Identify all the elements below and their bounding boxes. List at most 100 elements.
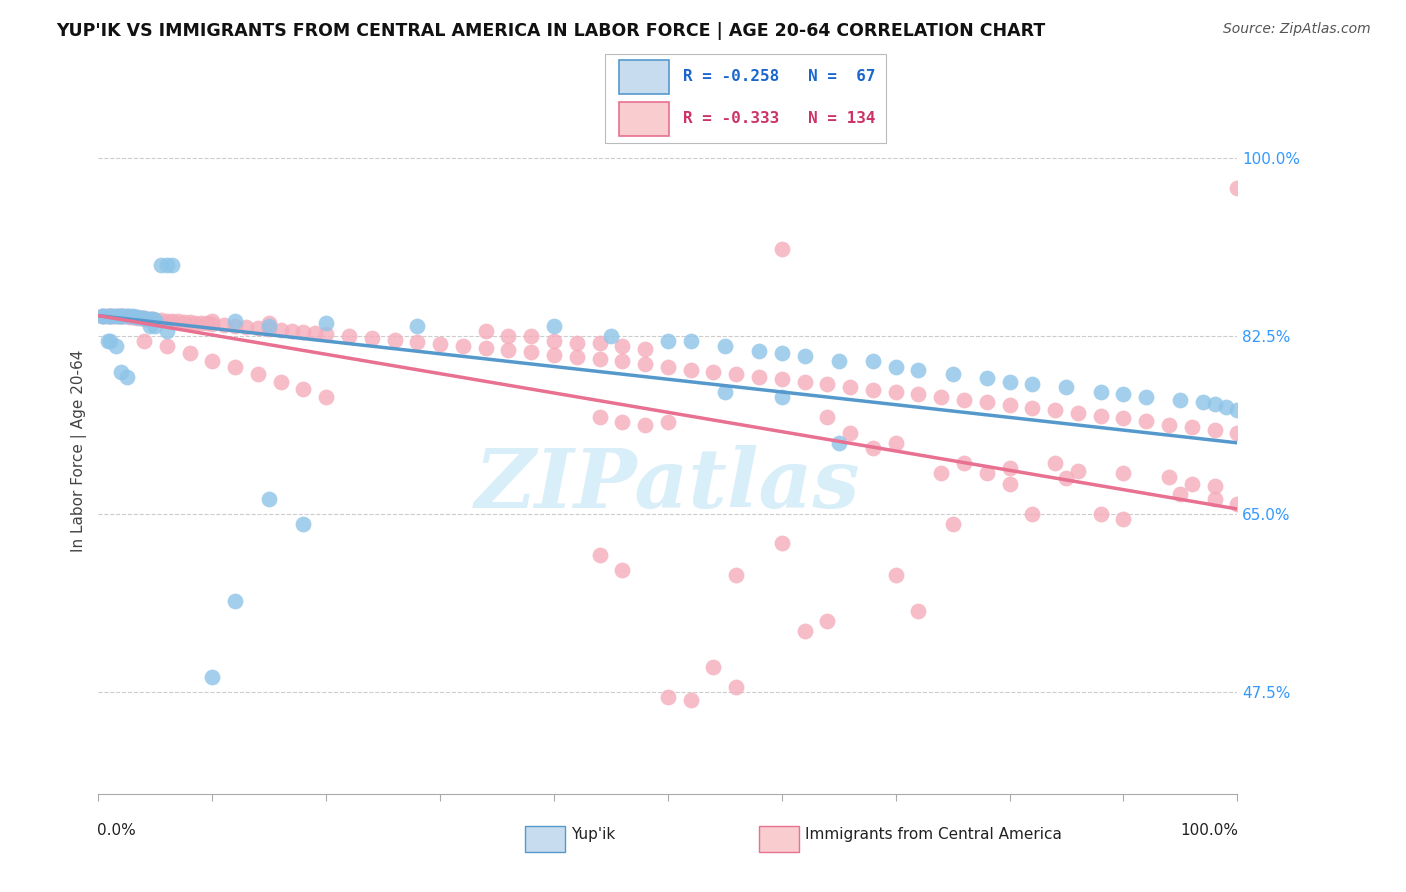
- Point: [748, 369, 770, 384]
- Point: [96, 334, 118, 348]
- Point: [304, 326, 326, 340]
- Point: [725, 680, 748, 694]
- Point: [246, 321, 269, 335]
- Point: [976, 467, 998, 481]
- Point: [1021, 507, 1043, 521]
- Point: [565, 351, 588, 365]
- Point: [1226, 181, 1249, 195]
- Point: [110, 365, 132, 379]
- Text: R = -0.258   N =  67: R = -0.258 N = 67: [683, 70, 876, 84]
- Point: [156, 314, 179, 328]
- Point: [1067, 406, 1090, 420]
- Point: [1090, 507, 1112, 521]
- Point: [770, 243, 793, 257]
- Point: [315, 326, 337, 341]
- Point: [1215, 401, 1237, 415]
- Text: 0.0%: 0.0%: [97, 823, 136, 838]
- Point: [104, 309, 127, 323]
- Point: [634, 342, 657, 356]
- Point: [862, 354, 884, 368]
- Point: [173, 315, 195, 329]
- Point: [150, 258, 173, 272]
- Point: [132, 310, 155, 325]
- Text: Immigrants from Central America: Immigrants from Central America: [804, 827, 1062, 842]
- Point: [1067, 464, 1090, 478]
- Point: [770, 346, 793, 360]
- Point: [1090, 384, 1112, 399]
- Point: [1043, 403, 1066, 417]
- Point: [292, 382, 315, 396]
- Point: [101, 309, 124, 323]
- Point: [1054, 471, 1078, 485]
- Point: [104, 309, 127, 323]
- Point: [612, 416, 634, 430]
- Point: [588, 336, 610, 351]
- Point: [1204, 478, 1226, 492]
- Point: [1226, 497, 1249, 511]
- Point: [498, 329, 520, 343]
- Text: Source: ZipAtlas.com: Source: ZipAtlas.com: [1223, 22, 1371, 37]
- Point: [976, 370, 998, 384]
- Point: [1135, 414, 1157, 428]
- Point: [600, 329, 623, 343]
- Point: [201, 317, 224, 331]
- Point: [96, 309, 118, 323]
- Bar: [759, 826, 799, 852]
- Point: [451, 339, 474, 353]
- Point: [132, 310, 155, 325]
- Point: [657, 334, 679, 348]
- Point: [224, 314, 246, 328]
- Point: [201, 354, 224, 368]
- Point: [998, 476, 1021, 491]
- Point: [224, 359, 246, 374]
- Text: YUP'IK VS IMMIGRANTS FROM CENTRAL AMERICA IN LABOR FORCE | AGE 20-64 CORRELATION: YUP'IK VS IMMIGRANTS FROM CENTRAL AMERIC…: [56, 22, 1046, 40]
- Point: [1112, 512, 1135, 526]
- FancyBboxPatch shape: [605, 54, 886, 143]
- Point: [138, 318, 160, 333]
- Point: [634, 417, 657, 432]
- Point: [1157, 470, 1180, 484]
- Point: [315, 316, 337, 330]
- Point: [543, 318, 565, 333]
- Text: ZIPatlas: ZIPatlas: [475, 445, 860, 524]
- Point: [138, 311, 160, 326]
- Point: [132, 334, 155, 348]
- Point: [907, 362, 929, 376]
- Point: [124, 310, 146, 324]
- Point: [115, 309, 138, 323]
- Point: [884, 359, 907, 374]
- Point: [770, 535, 793, 549]
- Point: [976, 395, 998, 409]
- Point: [142, 311, 165, 326]
- Point: [1204, 397, 1226, 411]
- Point: [110, 309, 132, 323]
- Point: [201, 670, 224, 684]
- Point: [156, 258, 179, 272]
- Point: [520, 345, 543, 359]
- Point: [120, 310, 142, 324]
- Point: [108, 309, 131, 323]
- Point: [907, 604, 929, 618]
- Point: [612, 339, 634, 353]
- Point: [145, 312, 167, 326]
- Point: [259, 491, 281, 506]
- Point: [1204, 423, 1226, 437]
- Point: [634, 358, 657, 372]
- Point: [281, 324, 304, 338]
- Bar: [619, 60, 669, 94]
- Point: [770, 390, 793, 404]
- Point: [907, 387, 929, 401]
- Point: [770, 372, 793, 386]
- Point: [998, 375, 1021, 389]
- Point: [1043, 456, 1066, 470]
- Text: R = -0.333   N = 134: R = -0.333 N = 134: [683, 112, 876, 126]
- Point: [657, 416, 679, 430]
- Point: [270, 375, 292, 389]
- Point: [184, 316, 207, 330]
- Point: [839, 425, 862, 440]
- Point: [679, 362, 702, 376]
- Point: [793, 349, 815, 363]
- Point: [828, 354, 851, 368]
- Point: [127, 310, 149, 325]
- Point: [110, 309, 132, 323]
